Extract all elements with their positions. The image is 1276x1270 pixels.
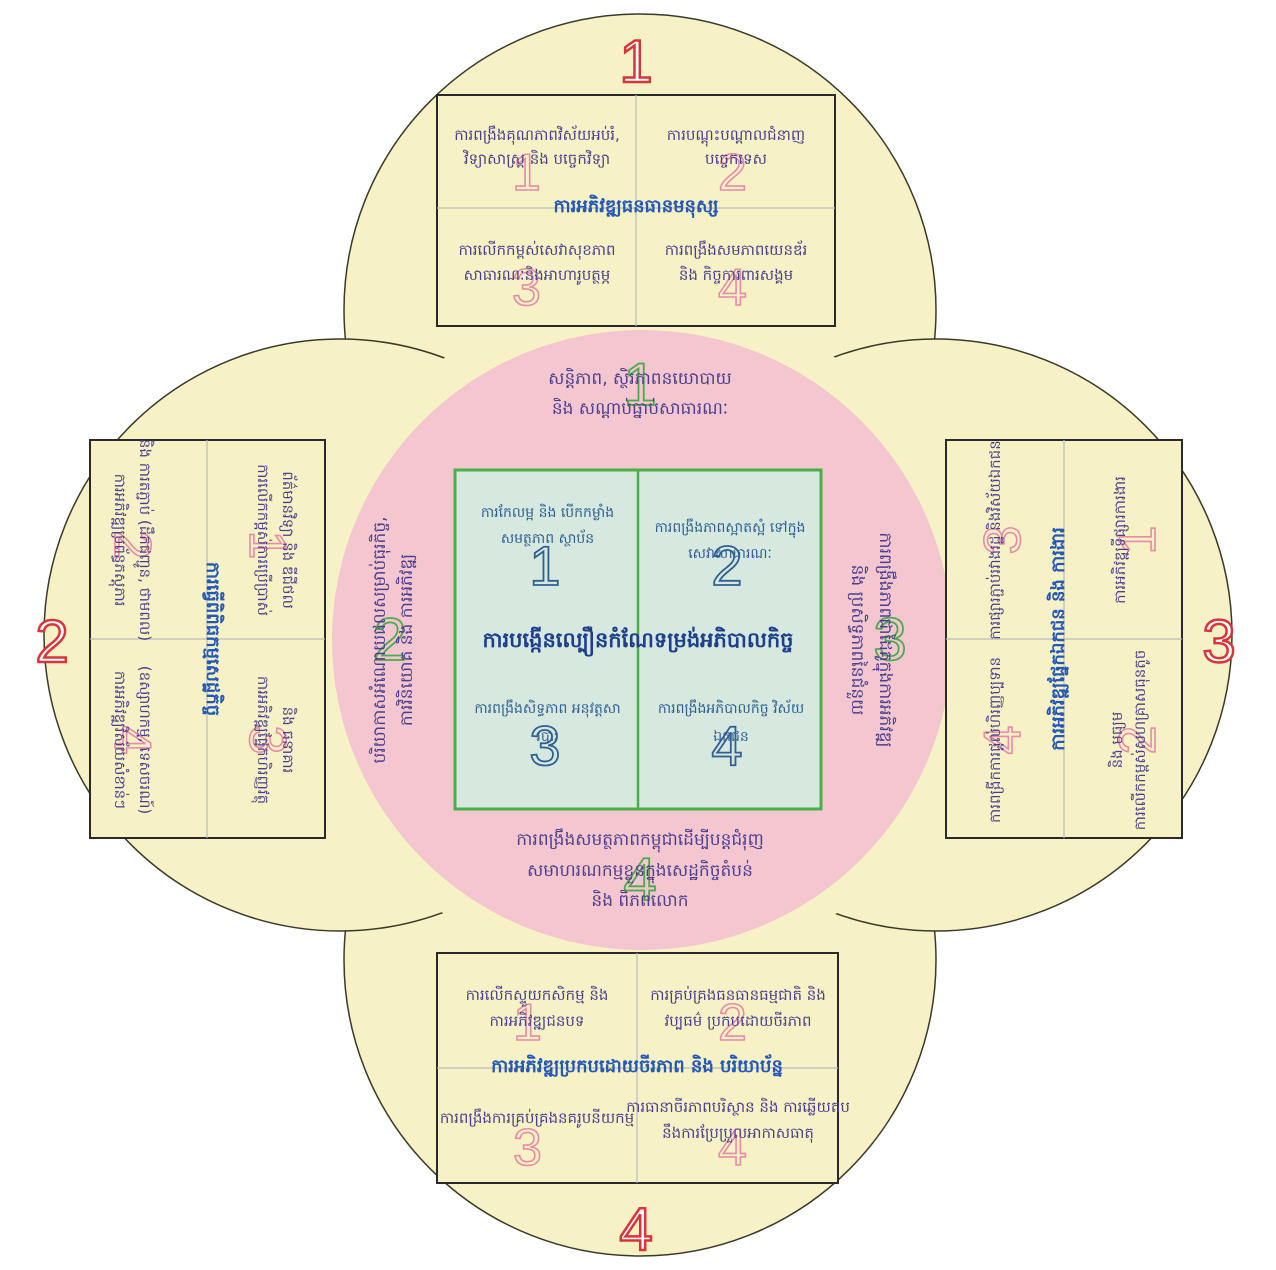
cell-text: វិទ្យាសាស្រ្ត និង បច្ចេកវិទ្យា bbox=[463, 149, 611, 168]
petal-title: ការអភិវឌ្ឍផ្នែកឯកជន និង ការងារ bbox=[1046, 527, 1069, 751]
cell-text: ការបណ្តុះបណ្តាលជំនាញ bbox=[667, 125, 805, 147]
ring-text-top: និង សណ្តាប់ធ្នាប់សាធារណៈ bbox=[552, 397, 728, 419]
cell-text: និង ការតភ្ជាប់ (ដឹកជញ្ជូន, ថាមពល) bbox=[133, 439, 155, 641]
cell-text: ព័ត៌មានវិទ្យា និង ឌីជីថល bbox=[279, 471, 298, 609]
cell-text: ការពង្រឹងគុណភាពវិស័យអប់រំ, bbox=[454, 125, 620, 145]
core-cell-text: ការពង្រឹងសិទ្ធភាព អនុវត្តសារបារ bbox=[470, 695, 625, 751]
petal-title: ការអភិវឌ្ឍធនធានមនុស្ស bbox=[554, 194, 719, 219]
cell-text: និង មធ្យម bbox=[1107, 712, 1126, 769]
ring-text-left: បរិយាកាសអំណោយផលសម្រាប់ធុរកិច្ច, bbox=[368, 516, 391, 763]
ring-text-right: និង ប្រសិទ្ធភាពនៃជំនួយ bbox=[846, 565, 869, 716]
cell-text: ការអភិវឌ្ឍប្រព័ន្ធភស្តុភារ bbox=[108, 474, 130, 607]
petal-number-2: 2 bbox=[35, 608, 68, 675]
petal-title: ការធ្វើពិពិធកម្មសេដ្ឋកិច្ច bbox=[202, 562, 225, 716]
cell-text: ការពង្រឹងសមភាពយេនឌ័រ bbox=[665, 240, 808, 259]
cell-text: និង កិច្ចការពារសង្គម bbox=[679, 265, 793, 284]
cell-text: និង ធនាគារ bbox=[279, 707, 298, 774]
cell-text: ការលើកកម្ពស់សហគ្រាសធុនតូច bbox=[1130, 650, 1150, 831]
cell-text: ការធានាចីរភាពបរិស្ថាន និង ការឆ្លើយតប bbox=[626, 1097, 850, 1116]
petal-bottom-box: 1 2 3 4 ការលើកស្ទួយកសិកម្ម និង ការអភិវឌ្… bbox=[437, 953, 850, 1183]
cell-text: ការពង្រឹងការគ្រប់គ្រងនគរូបនីយកម្ម bbox=[440, 1108, 634, 1128]
cell-text: ការអភិវឌ្ឍវិស័យសំខាន់ៗ bbox=[111, 671, 130, 809]
cell-text: បច្ចេកទេស bbox=[705, 150, 767, 168]
core-box: 1 2 3 4 ការកែលម្អ និង បើកកម្លាំងសមត្ថភាព… bbox=[455, 470, 821, 809]
cell-number: 3 bbox=[513, 1119, 542, 1177]
ring-text-top: សន្តិភាព, ស្ថិរភាពនយោបាយ bbox=[548, 367, 731, 389]
cell-text: វប្បធម៌ ប្រកបដោយចីរភាព bbox=[664, 1011, 811, 1030]
ring-text-left: ការវិនិយោគ និង ការអភិវឌ្ឍ bbox=[395, 554, 417, 726]
cell-text: ការលើកកម្ពស់ការប្រើប្រាស់ bbox=[254, 464, 273, 616]
core-cell-text: ការពង្រឹងភាពស្អាតស្អំ ទៅក្នុងសេវាសាធារណៈ bbox=[650, 515, 810, 567]
cell-text: នឹងការប្រែប្រួលអាកាសធាតុ bbox=[662, 1123, 814, 1143]
core-cell-text: ការកែលម្អ និង បើកកម្លាំងសមត្ថភាព ស្ថាប័ន bbox=[470, 500, 625, 552]
petal-title: ការអភិវឌ្ឍប្រកបដោយចីរភាព និង បរិយាប័ន្ន bbox=[491, 1054, 783, 1077]
core-cell-text: ការពង្រឹងអភិបាលកិច្ច វិស័យឯកជន bbox=[652, 695, 810, 751]
petal-left-box: 1 2 3 4 ការអភិវឌ្ឍប្រព័ន្ធភស្តុភារ និង ក… bbox=[90, 439, 325, 838]
ring-text-bottom: និង ពិភពលោក bbox=[591, 889, 688, 911]
cell-text: ការអភិវឌ្ឍទីផ្សារការងារ bbox=[1110, 476, 1129, 604]
cell-text: ការអភិវឌ្ឍជនបទ bbox=[490, 1011, 585, 1030]
ring-text-right: ការពង្រឹងភាពជាដៃគូក្នុងការអភិវឌ្ឍ bbox=[872, 532, 897, 747]
cell-text: ការគ្រប់គ្រងធនធានធម្មជាតិ និង bbox=[650, 985, 826, 1004]
petal-number-1: 1 bbox=[619, 28, 652, 95]
ring-text-bottom: សមាហរណកម្មខ្លួនក្នុងសេដ្ឋកិច្ចតំបន់ bbox=[527, 859, 753, 884]
cell-text: ការអភិវឌ្ឍផ្នែកហិរញ្ញវត្ថុ bbox=[251, 676, 273, 804]
cell-text: ការលើកស្ទួយកសិកម្ម និង bbox=[466, 985, 609, 1007]
cell-text: សាធារណៈនិងអាហារូបត្ថម្ភ bbox=[464, 265, 611, 285]
cell-text: ការផ្សារភ្ជាប់រវាងរដ្ឋ និងវិស័យឯកជន bbox=[985, 440, 1004, 639]
cell-text: ការពង្រីកការផ្តល់ហិរញ្ញប្បទាន bbox=[985, 657, 1004, 823]
cell-text: ការលើកកម្ពស់សេវាសុខភាព bbox=[458, 240, 615, 260]
ring-text-bottom: ការពង្រឹងសមត្ថភាពកម្ពុជាដើម្បីបន្តជំរុញ bbox=[516, 828, 764, 853]
petal-number-4: 4 bbox=[619, 1196, 652, 1263]
petal-right-box: 1 2 3 4 ការអភិវឌ្ឍទីផ្សារការងារ ការលើកកម… bbox=[946, 440, 1182, 838]
petal-number-3: 3 bbox=[1202, 608, 1235, 675]
petal-top-box: 1 2 3 4 ការពង្រឹងគុណភាពវិស័យអប់រំ, វិទ្យ… bbox=[437, 95, 835, 326]
cell-text: (ឧស្សាហកម្ម, ទេសចរណ៍) bbox=[136, 666, 155, 815]
